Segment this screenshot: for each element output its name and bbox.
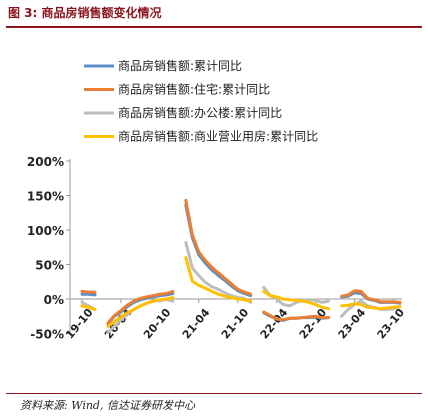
series-lines	[80, 198, 402, 334]
y-tick-label: 100%	[27, 224, 64, 238]
legend-label-4: 商品房销售额:商业营业用房:累计同比	[118, 129, 318, 144]
x-tick-label: 21-04	[180, 306, 213, 342]
y-tick-label: 0%	[44, 293, 64, 307]
x-tick-label: 23-10	[375, 306, 408, 342]
y-tick-label: -50%	[30, 328, 64, 342]
legend-label-3: 商品房销售额:办公楼:累计同比	[118, 105, 282, 120]
x-tick-label: 21-10	[219, 306, 252, 342]
source-rule	[6, 393, 422, 394]
x-tick-label: 23-04	[336, 306, 369, 342]
x-tick-label: 20-10	[141, 306, 174, 342]
x-tick-label: 22-10	[297, 306, 330, 342]
axes: 200%150%100%50%0%-50% 19-10 20-04 20-10 21-0…	[27, 155, 407, 342]
y-tick-label: 50%	[35, 259, 64, 273]
legend: 商品房销售额:累计同比商品房销售额:住宅:累计同比商品房销售额:办公楼:累计同比…	[84, 58, 318, 144]
y-tick-label: 150%	[27, 190, 64, 204]
source-note: 资料来源: Wind, 信达证券研发中心	[20, 399, 195, 412]
title-rule	[6, 26, 422, 28]
x-tick-label: 19-10	[63, 306, 96, 342]
y-tick-label: 200%	[27, 155, 64, 169]
series-line-2	[80, 198, 402, 325]
legend-label-2: 商品房销售额:住宅:累计同比	[118, 82, 270, 97]
figure-title: 图 3: 商品房销售额变化情况	[8, 6, 162, 20]
legend-label-1: 商品房销售额:累计同比	[118, 58, 242, 73]
series-line-4	[80, 256, 402, 329]
